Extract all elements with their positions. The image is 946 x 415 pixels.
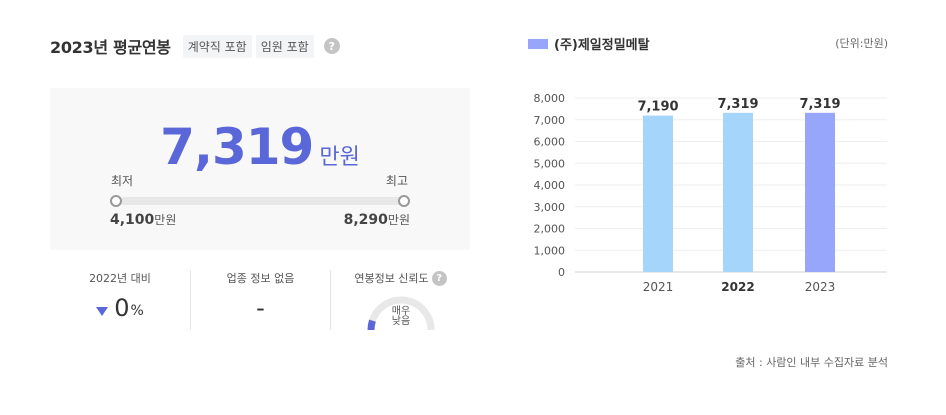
range-max-unit: 만원	[387, 213, 410, 227]
stat-industry-value: -	[256, 294, 265, 322]
stat-yoy-unit: %	[130, 303, 144, 319]
gauge-fill	[367, 319, 376, 330]
source-note: 출처 : 사람인 내부 수집자료 분석	[735, 356, 888, 369]
bar-value-label: 7,190	[637, 100, 678, 115]
salary-range-bar	[120, 197, 404, 205]
stat-reliability: 연봉정보 신뢰도 ? 매우 낮음	[330, 270, 470, 330]
y-tick-label: 2,000	[534, 223, 566, 236]
stat-yoy-label: 2022년 대비	[89, 272, 151, 285]
range-max-value: 8,290만원	[344, 211, 410, 228]
stat-yoy-number: 0	[114, 294, 130, 322]
gauge-text-line1: 매우	[391, 306, 411, 317]
range-max-knob	[398, 195, 410, 207]
stat-yoy-value: 0%	[50, 294, 190, 322]
reliability-help-icon[interactable]: ?	[431, 270, 447, 286]
x-tick-label: 2021	[643, 280, 674, 294]
y-tick-label: 7,000	[534, 114, 566, 127]
range-max-label: 최고	[385, 174, 408, 188]
range-min-label: 최저	[111, 174, 134, 188]
gauge-text: 매우 낮음	[331, 307, 471, 327]
unit-note: (단위:만원)	[835, 37, 888, 50]
stat-industry-label: 업종 정보 없음	[226, 272, 295, 285]
average-salary-unit: 만원	[319, 145, 360, 170]
stat-industry: 업종 정보 없음 -	[190, 270, 330, 330]
reliability-gauge	[367, 296, 435, 330]
x-tick-label: 2023	[805, 280, 836, 294]
gauge-text-line2: 낮음	[391, 316, 411, 327]
y-tick-label: 1,000	[534, 244, 566, 257]
bar-value-label: 7,319	[799, 97, 840, 112]
stat-reliability-label: 연봉정보 신뢰도 ?	[331, 270, 470, 286]
y-tick-label: 8,000	[534, 92, 566, 105]
range-min-knob	[110, 195, 122, 207]
title-row: 2023년 평균연봉 계약직 포함 임원 포함 ?	[50, 34, 340, 58]
tag-contract: 계약직 포함	[182, 34, 252, 58]
bar[interactable]	[643, 115, 673, 273]
page-title: 2023년 평균연봉	[50, 38, 171, 57]
legend-label: (주)제일정밀메탈	[554, 38, 650, 53]
y-tick-label: 4,000	[534, 179, 566, 192]
tag-executive: 임원 포함	[255, 34, 314, 58]
help-icon[interactable]: ?	[323, 38, 340, 54]
gauge-track	[367, 296, 435, 330]
stat-yoy: 2022년 대비 0%	[50, 270, 190, 330]
y-tick-label: 5,000	[534, 157, 566, 170]
bar[interactable]	[805, 112, 835, 272]
salary-bar-chart: 0 1,000 2,000 3,000 4,000 5,000 6,000 7,000 8,00…	[534, 92, 887, 294]
arrow-down-icon	[96, 306, 109, 316]
legend-swatch	[528, 38, 548, 49]
range-min-value: 4,100만원	[110, 211, 176, 228]
average-salary: 7,319 만원	[50, 118, 470, 176]
bar-value-label: 7,319	[717, 97, 758, 112]
average-salary-box: 7,319 만원 최저 최고 4,100만원 8,290만원	[50, 88, 470, 250]
range-max-number: 8,290	[343, 212, 388, 228]
y-tick-label: 6,000	[534, 136, 566, 149]
range-min-unit: 만원	[154, 213, 177, 227]
bar[interactable]	[723, 112, 753, 272]
y-tick-label: 3,000	[534, 201, 566, 214]
average-salary-value: 7,319	[160, 118, 314, 176]
range-min-number: 4,100	[110, 212, 155, 228]
stat-reliability-label-text: 연봉정보 신뢰도	[354, 272, 429, 285]
y-tick-label: 0	[558, 266, 565, 279]
x-tick-label: 2022	[721, 280, 754, 294]
chart-legend: (주)제일정밀메탈	[528, 34, 650, 53]
